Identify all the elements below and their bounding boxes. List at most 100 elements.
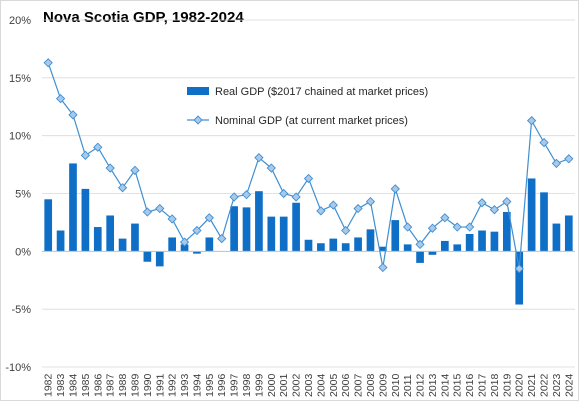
- nominal-gdp-point: [179, 237, 190, 247]
- nominal-gdp-point: [403, 222, 413, 232]
- bar: [354, 237, 362, 252]
- bar: [515, 251, 524, 305]
- x-tick-label: 2023: [551, 373, 563, 397]
- x-tick-label: 1996: [216, 373, 228, 397]
- bar: [341, 243, 350, 252]
- x-tick-label: 1985: [80, 373, 92, 397]
- bar: [193, 251, 201, 254]
- x-tick-label: 2012: [415, 373, 427, 397]
- x-tick-label: 2013: [427, 373, 439, 397]
- x-tick-label: 1982: [43, 373, 55, 397]
- chart-title: Nova Scotia GDP, 1982-2024: [43, 9, 244, 26]
- nominal-gdp-point: [477, 198, 487, 208]
- x-tick-label: 2016: [464, 373, 476, 397]
- x-tick-label: 1988: [117, 373, 129, 397]
- x-tick-label: 1989: [129, 373, 141, 397]
- nominal-gdp-point: [539, 137, 549, 148]
- bar: [304, 239, 313, 252]
- legend-real-gdp-label: Real GDP ($2017 chained at market prices…: [215, 86, 428, 98]
- bar: [81, 188, 90, 252]
- bar: [552, 223, 561, 252]
- bar: [490, 231, 499, 252]
- bar: [428, 251, 437, 255]
- bar: [391, 220, 400, 252]
- x-tick-label: 1999: [253, 373, 265, 397]
- grid-layer: [42, 19, 575, 368]
- y-tick-label: 20%: [9, 15, 31, 27]
- bar: [118, 238, 127, 252]
- nominal-gdp-point: [241, 190, 252, 200]
- bar: [93, 227, 102, 252]
- nominal-gdp-point: [452, 222, 462, 232]
- x-tick-label: 2003: [303, 373, 315, 397]
- x-tick-label: 1986: [92, 373, 104, 397]
- y-tick-label: 10%: [9, 131, 31, 143]
- bar: [416, 251, 424, 263]
- bar: [56, 230, 65, 252]
- x-axis-tick-labels: 1982 1983 1984 1985 1986 1987 1988 1989 1990 1991…: [43, 373, 576, 397]
- nominal-gdp-point: [266, 163, 276, 173]
- x-tick-label: 2021: [526, 373, 538, 397]
- bar: [242, 207, 251, 252]
- x-tick-label: 2001: [278, 373, 290, 397]
- nominal-gdp-point: [564, 154, 574, 164]
- nominal-gdp-point: [328, 200, 338, 210]
- x-tick-label: 2000: [266, 373, 278, 397]
- x-tick-label: 2011: [402, 374, 414, 397]
- nominal-gdp-point: [465, 222, 475, 232]
- nominal-gdp-point: [353, 203, 363, 214]
- nominal-gdp-point: [167, 214, 177, 224]
- x-tick-label: 2008: [365, 373, 377, 397]
- bar: [69, 163, 77, 252]
- legend-nominal-gdp-marker: [193, 115, 203, 125]
- nominal-gdp-point: [502, 196, 512, 207]
- y-tick-label: -5%: [11, 304, 31, 316]
- nominal-gdp-point: [341, 225, 351, 236]
- nominal-gdp-point: [142, 207, 152, 217]
- nominal-gdp-point: [217, 233, 227, 244]
- x-tick-label: 1983: [55, 373, 67, 397]
- bar: [230, 206, 238, 252]
- y-tick-label: 5%: [15, 189, 31, 201]
- nominal-gdp-point: [427, 223, 438, 233]
- nominal-gdp-point: [192, 225, 202, 236]
- bar: [317, 243, 325, 252]
- x-tick-label: 2015: [452, 373, 464, 397]
- bar: [403, 244, 412, 252]
- x-tick-label: 2004: [315, 373, 327, 397]
- legend-nominal-gdp-label: Nominal GDP (at current market prices): [215, 115, 408, 127]
- x-tick-label: 2007: [353, 373, 365, 397]
- x-tick-label: 2009: [377, 373, 389, 397]
- bar: [478, 230, 486, 252]
- nominal-gdp-point: [378, 262, 388, 273]
- bar: [267, 216, 276, 252]
- nominal-gdp-point: [68, 110, 78, 120]
- bar: [329, 238, 338, 252]
- x-tick-label: 1987: [105, 373, 117, 397]
- bar: [564, 215, 573, 252]
- bar: [292, 202, 300, 252]
- nominal-gdp-point: [279, 188, 289, 199]
- nominal-gdp-point: [390, 184, 400, 194]
- nominal-gdp-point: [526, 115, 537, 126]
- y-tick-label: -10%: [5, 362, 31, 374]
- nominal-gdp-point: [254, 153, 264, 163]
- x-tick-label: 1990: [142, 373, 154, 397]
- nominal-gdp-point: [117, 183, 128, 193]
- bar: [168, 237, 176, 252]
- bar: [540, 192, 548, 252]
- x-tick-label: 1997: [229, 373, 241, 397]
- bar: [255, 191, 263, 252]
- nominal-gdp-point: [551, 158, 562, 169]
- bar: [502, 212, 511, 252]
- bar: [180, 244, 189, 252]
- bar: [106, 215, 115, 252]
- x-tick-label: 1992: [167, 373, 179, 397]
- nominal-gdp-line: [43, 58, 574, 274]
- nominal-gdp-point: [291, 192, 301, 202]
- bar: [453, 244, 462, 252]
- bar: [527, 178, 536, 252]
- x-tick-label: 2018: [489, 373, 501, 397]
- x-tick-label: 2020: [514, 373, 526, 397]
- nominal-gdp-point: [93, 142, 103, 152]
